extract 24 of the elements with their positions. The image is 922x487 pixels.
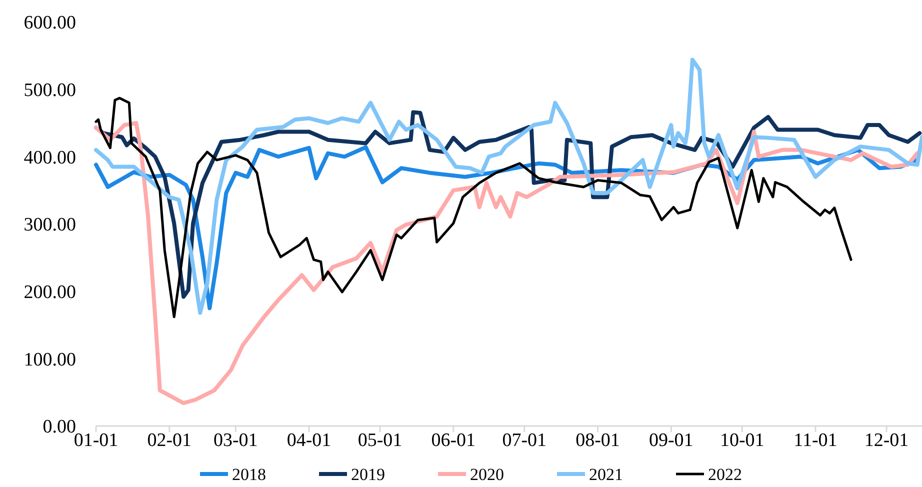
y-tick-label: 0.00 — [42, 416, 76, 438]
x-tick-label: 05-01 — [358, 430, 402, 451]
y-tick-label: 400.00 — [24, 147, 76, 168]
x-tick-label: 12-01 — [864, 430, 909, 451]
x-tick-label: 04-01 — [286, 430, 332, 451]
y-tick-label: 500.00 — [24, 80, 76, 101]
y-tick-label: 600.00 — [24, 12, 76, 34]
x-tick-label: 01-01 — [74, 430, 118, 451]
y-tick-label: 200.00 — [24, 282, 76, 303]
legend-label: 2019 — [351, 465, 385, 484]
legend-label: 2022 — [708, 465, 742, 484]
x-tick-label: 03-01 — [213, 430, 258, 451]
legend-label: 2021 — [589, 465, 623, 484]
x-tick-label: 07-01 — [502, 430, 547, 451]
legend-label: 2020 — [470, 465, 504, 484]
x-tick-label: 10-01 — [720, 430, 764, 451]
y-tick-label: 300.00 — [24, 214, 76, 236]
x-tick-label: 09-01 — [648, 430, 694, 451]
x-tick-label: 06-01 — [431, 430, 476, 451]
x-tick-label: 08-01 — [576, 430, 620, 451]
x-tick-label: 02-01 — [147, 430, 192, 451]
x-tick-label: 11-01 — [794, 430, 838, 451]
legend-label: 2018 — [232, 465, 266, 484]
y-tick-label: 100.00 — [24, 349, 76, 370]
